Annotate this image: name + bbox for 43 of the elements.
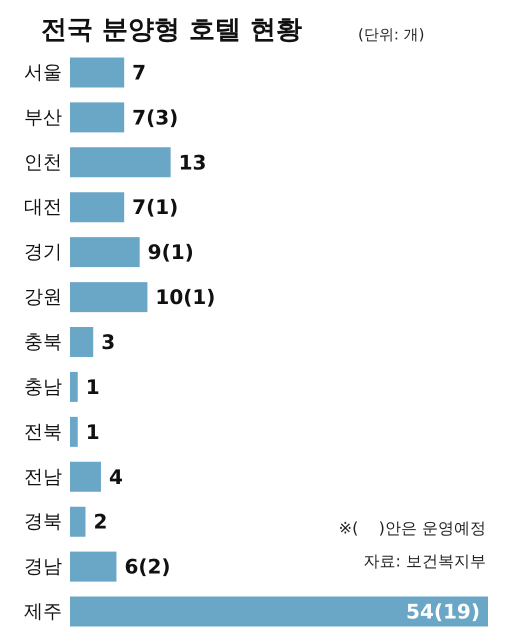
- chart-subtitle: (단위: 개): [358, 26, 425, 44]
- y-tick-label: 경북: [24, 510, 62, 533]
- data-label: 1: [86, 420, 100, 444]
- y-tick-label: 대전: [24, 196, 62, 218]
- data-label: 7(3): [132, 105, 178, 130]
- data-label: 7: [132, 60, 146, 84]
- bar: [70, 552, 116, 582]
- y-tick-label: 서울: [24, 61, 62, 84]
- y-tick-label: 인천: [24, 151, 62, 174]
- bar: [70, 102, 124, 132]
- bar: [70, 147, 171, 178]
- annotation: 자료: 보건복지부: [364, 552, 486, 570]
- y-tick-label: 충북: [24, 331, 62, 353]
- data-label: 2: [93, 510, 108, 534]
- annotation: ※( )안은 운영예정: [338, 518, 486, 538]
- data-label: 3: [101, 330, 116, 354]
- bar: [70, 282, 148, 312]
- bar: [70, 506, 86, 537]
- bar: [70, 372, 78, 402]
- chart-title: 전국 분양형 호텔 현황: [41, 15, 302, 45]
- bar: [70, 416, 78, 447]
- y-tick-label: 경기: [24, 241, 62, 264]
- y-tick-label: 경남: [24, 556, 62, 578]
- y-tick-label: 전남: [24, 466, 62, 488]
- y-tick-label: 제주: [24, 600, 62, 623]
- y-tick-label: 충남: [24, 376, 62, 398]
- data-label: 6(2): [124, 554, 171, 579]
- data-label: 4: [108, 464, 123, 489]
- data-label: 7(1): [132, 195, 178, 220]
- data-label: 13: [178, 150, 206, 174]
- y-tick-label: 부산: [24, 106, 62, 128]
- bar: [70, 237, 140, 268]
- bar: [70, 192, 124, 222]
- data-label: 10(1): [155, 285, 216, 310]
- bar: [70, 596, 488, 627]
- data-label: 9(1): [148, 240, 194, 264]
- y-tick-label: 전북: [24, 420, 62, 443]
- data-label: 54(19): [406, 600, 480, 624]
- data-label: 1: [86, 374, 100, 399]
- bar: [70, 57, 124, 88]
- bar: [70, 462, 101, 492]
- bar: [70, 327, 94, 357]
- y-tick-label: 강원: [24, 286, 62, 308]
